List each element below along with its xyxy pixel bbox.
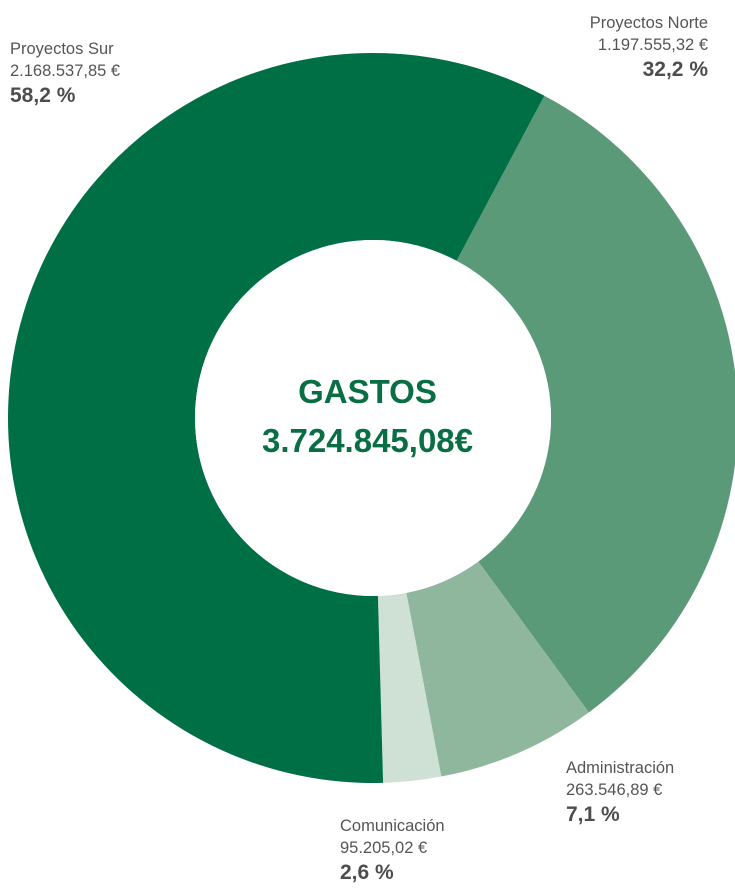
label-comunicacion: Comunicación 95.205,02 € 2,6 % [340,815,445,887]
label-proyectos-sur-percent: 58,2 % [10,84,76,107]
label-administracion: Administración 263.546,89 € 7,1 % [566,757,674,829]
chart-center-total: 3.724.845,08€ [261,422,474,459]
label-proyectos-norte: Proyectos Norte 1.197.555,32 € 32,2 % [590,12,708,84]
label-administracion-value: 263.546,89 € [566,781,663,799]
label-proyectos-norte-name: Proyectos Norte [589,14,708,32]
label-administracion-name: Administración [566,759,675,777]
label-proyectos-sur-value: 2.168.537,85 € [10,62,121,80]
label-proyectos-sur-name: Proyectos Sur [10,40,114,58]
donut-hole [195,240,551,596]
chart-center-title: GASTOS [298,373,437,410]
label-comunicacion-value: 95.205,02 € [340,839,428,857]
label-proyectos-norte-percent: 32,2 % [642,58,708,81]
label-proyectos-norte-value: 1.197.555,32 € [597,36,708,54]
slice-comunicacion [377,592,442,783]
label-comunicacion-percent: 2,6 % [340,861,394,884]
slice-administracion [406,561,589,777]
label-comunicacion-name: Comunicación [340,817,445,835]
slice-proyectos-sur [8,52,545,783]
label-proyectos-sur: Proyectos Sur 2.168.537,85 € 58,2 % [10,38,120,110]
slice-proyectos-norte [456,95,735,713]
label-administracion-percent: 7,1 % [566,803,620,826]
